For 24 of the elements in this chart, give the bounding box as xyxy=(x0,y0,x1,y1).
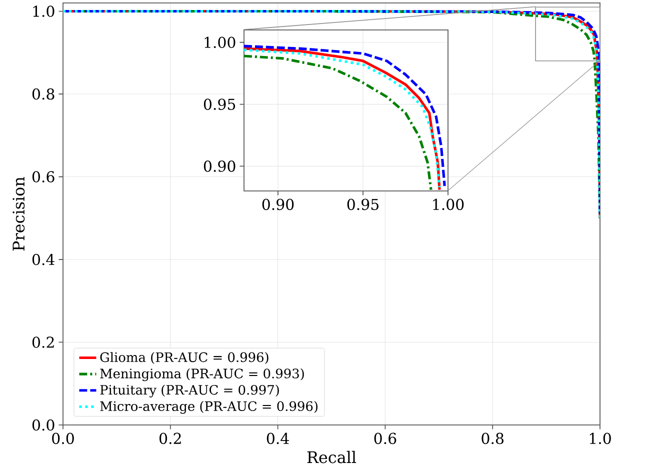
legend-label: Glioma (PR-AUC = 0.996) xyxy=(100,352,268,364)
y-tick-label: 1.00 xyxy=(204,36,236,48)
x-tick-label: 0.95 xyxy=(347,198,378,210)
y-tick-label: 0.6 xyxy=(32,171,54,182)
x-tick-label: 0.90 xyxy=(262,198,294,210)
y-tick-label: 0.0 xyxy=(32,419,54,431)
legend-label: Meningioma (PR-AUC = 0.993) xyxy=(100,368,304,382)
y-tick-label: 0.8 xyxy=(32,88,54,100)
x-tick-label: 1.0 xyxy=(590,432,611,444)
y-tick-label: 0.90 xyxy=(204,160,236,172)
y-tick-label: 0.95 xyxy=(204,98,236,110)
x-tick-label: 0.2 xyxy=(160,432,181,444)
x-tick-label: 1.00 xyxy=(433,198,464,210)
x-tick-label: 0.0 xyxy=(52,432,74,444)
legend-label: Micro-average (PR-AUC = 0.996) xyxy=(100,401,318,414)
x-tick-label: 0.4 xyxy=(266,432,289,444)
y-tick-label: 1.0 xyxy=(33,6,54,17)
y-tick-label: 0.2 xyxy=(32,336,54,348)
legend-label: Pituitary (PR-AUC = 0.997) xyxy=(100,384,279,398)
x-axis-title: Recall xyxy=(307,450,356,464)
y-axis-title: Precision xyxy=(12,176,25,251)
y-tick-label: 0.4 xyxy=(32,254,54,266)
x-tick-label: 0.6 xyxy=(374,432,396,444)
x-tick-label: 0.8 xyxy=(482,432,504,444)
